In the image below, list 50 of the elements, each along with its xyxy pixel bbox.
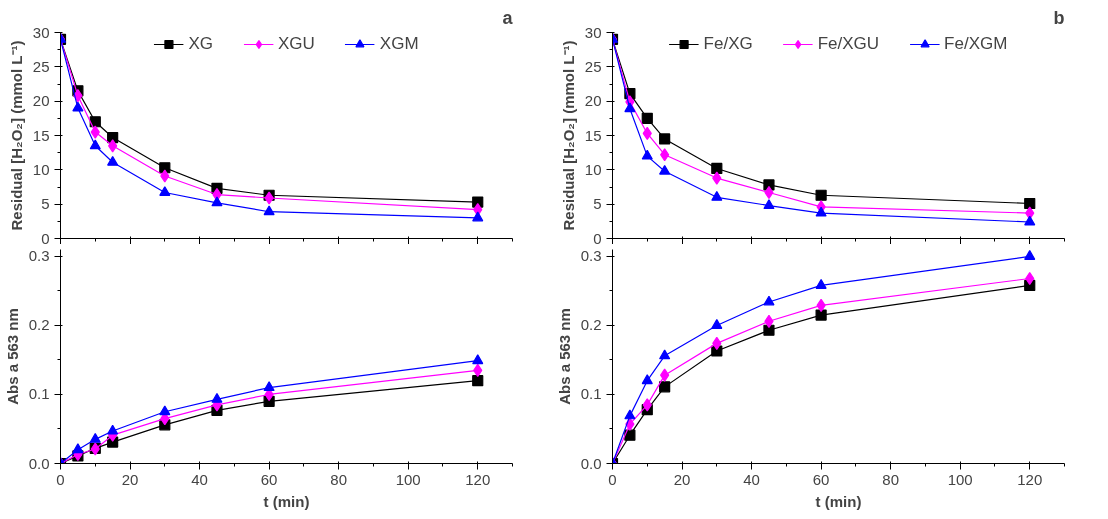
y-tick-label: 0.2: [28, 316, 50, 334]
x-axis-title: t (min): [815, 492, 862, 510]
y-axis-title: Residual [H₂O₂] (mmol L⁻¹): [7, 40, 25, 231]
legend-label: XGU: [277, 34, 315, 54]
x-tick-label: 60: [260, 470, 278, 488]
y-tick-label: 0.1: [580, 385, 602, 403]
y-tick-label: 30: [584, 23, 602, 41]
y-tick-label: 20: [32, 92, 50, 110]
y-tick-label: 0.2: [580, 316, 602, 334]
x-tick-label: 60: [812, 470, 830, 488]
y-tick-label: 0: [593, 229, 602, 247]
x-tick-label: 20: [121, 470, 139, 488]
x-tick-label: 120: [1017, 470, 1043, 488]
x-tick-label: 100: [947, 470, 973, 488]
y-tick-label: 10: [584, 160, 602, 178]
y-tick-label: 30: [32, 23, 50, 41]
text: b: [1053, 7, 1065, 28]
legend-label: XG: [188, 34, 213, 54]
x-tick-label: 120: [465, 470, 491, 488]
x-axis-title: t (min): [263, 492, 310, 510]
y-tick-label: 10: [32, 160, 50, 178]
x-tick-label: 40: [743, 470, 760, 488]
y-tick-label: 15: [584, 126, 602, 144]
y-tick-label: 0.1: [28, 385, 50, 403]
x-tick-label: 40: [191, 470, 208, 488]
legend-label: Fe/XGU: [817, 34, 880, 54]
y-tick-label: 25: [32, 57, 50, 75]
x-tick-label: 100: [395, 470, 421, 488]
y-tick-label: 5: [41, 195, 50, 213]
y-tick-label: 0.0: [580, 454, 602, 472]
x-tick-label: 0: [608, 470, 617, 488]
legend-label: Fe/XG: [703, 34, 753, 54]
y-tick-label: 0.0: [28, 454, 50, 472]
x-tick-label: 0: [56, 470, 65, 488]
y-tick-label: 5: [593, 195, 602, 213]
y-axis-title: Abs a 563 nm: [3, 308, 21, 405]
legend-label: Fe/XGM: [944, 34, 1008, 54]
y-tick-label: 0.3: [28, 247, 50, 265]
x-tick-label: 20: [673, 470, 691, 488]
y-tick-label: 20: [584, 92, 602, 110]
x-tick-label: 80: [330, 470, 347, 488]
y-tick-label: 25: [584, 57, 602, 75]
text: a: [502, 7, 514, 28]
x-tick-label: 80: [882, 470, 899, 488]
y-axis-title: Residual [H₂O₂] (mmol L⁻¹): [559, 40, 577, 231]
y-tick-label: 0: [41, 229, 50, 247]
y-tick-label: 0.3: [580, 247, 602, 265]
legend-label: XGM: [379, 34, 419, 54]
y-tick-label: 15: [32, 126, 50, 144]
y-axis-title: Abs a 563 nm: [555, 308, 573, 405]
